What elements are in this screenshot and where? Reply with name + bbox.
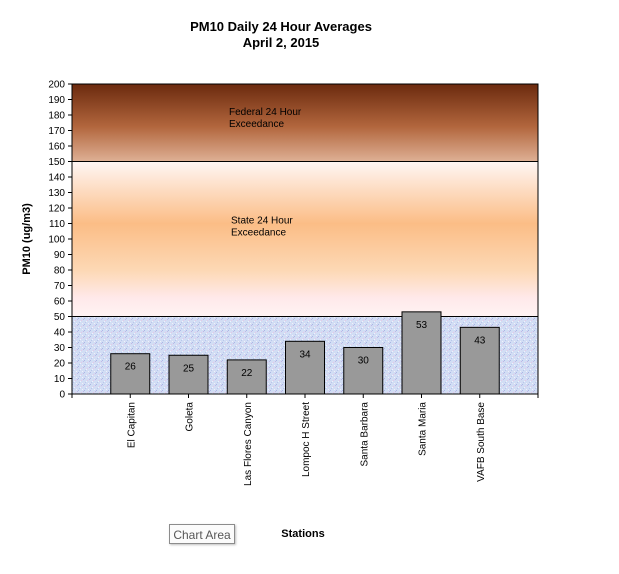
y-tick-label: 130 xyxy=(48,188,65,199)
y-tick-label: 40 xyxy=(54,328,66,339)
band-1 xyxy=(72,161,538,317)
band-label-1-1: Exceedance xyxy=(231,228,286,239)
bar xyxy=(343,347,384,395)
y-tick-label: 120 xyxy=(48,204,65,215)
chart-area-tooltip: Chart Area xyxy=(169,524,235,544)
y-axis: 0 10 20 30 40 50 60 70 80 90 100 110 120 130 140 150 160… xyxy=(21,80,73,401)
category-label: Lompoc H Street xyxy=(301,402,312,477)
bar xyxy=(226,359,267,395)
band-label-1-0: State 24 Hour xyxy=(231,216,293,227)
y-tick-label: 110 xyxy=(49,219,65,230)
data-label: 43 xyxy=(474,335,486,346)
category-label: Goleta xyxy=(185,402,196,432)
y-tick-label: 30 xyxy=(54,343,66,354)
y-tick-label: 100 xyxy=(48,235,65,246)
category-label: Las Flores Canyon xyxy=(243,402,254,486)
x-axis: El Capitan Goleta Las Flores Canyon Lompoc … xyxy=(71,393,539,486)
category-label: El Capitan xyxy=(126,402,137,448)
data-label: 25 xyxy=(183,363,195,374)
category-label: VAFB South Base xyxy=(476,402,487,482)
bars: 26 25 22 34 30 53 43 xyxy=(110,311,500,395)
y-tick-label: 0 xyxy=(59,390,65,401)
bar xyxy=(285,340,325,395)
chart-subtitle: April 2, 2015 xyxy=(242,35,320,50)
chart-title: PM10 Daily 24 Hour Averages xyxy=(190,19,372,34)
y-tick-label: 190 xyxy=(48,95,65,106)
category-label: Santa Maria xyxy=(418,402,429,456)
band-0 xyxy=(72,84,538,162)
y-tick-label: 70 xyxy=(54,281,66,292)
data-label: 22 xyxy=(241,368,253,379)
y-tick-label: 80 xyxy=(54,266,66,277)
y-tick-label: 170 xyxy=(48,126,65,137)
bar xyxy=(110,353,151,395)
y-tick-label: 90 xyxy=(54,250,66,261)
y-tick-label: 60 xyxy=(54,297,66,308)
y-tick-label: 200 xyxy=(48,80,65,91)
category-label: Santa Barbara xyxy=(359,402,370,467)
y-axis-label: PM10 (ug/m3) xyxy=(21,203,33,275)
y-tick-label: 20 xyxy=(54,359,66,370)
x-axis-label: Stations xyxy=(281,528,325,540)
y-tick-label: 50 xyxy=(54,312,66,323)
y-tick-label: 160 xyxy=(48,142,65,153)
bar xyxy=(459,326,500,395)
bar xyxy=(401,311,442,395)
y-tick-label: 10 xyxy=(54,374,66,385)
bar xyxy=(168,354,209,395)
data-label: 34 xyxy=(299,349,311,360)
band-label-0-0: Federal 24 Hour xyxy=(229,107,302,118)
y-tick-label: 150 xyxy=(48,157,65,168)
data-label: 26 xyxy=(125,362,137,373)
y-tick-label: 180 xyxy=(48,111,65,122)
band-label-0-1: Exceedance xyxy=(229,119,284,130)
y-tick-label: 140 xyxy=(48,173,65,184)
data-label: 30 xyxy=(358,356,370,367)
data-label: 53 xyxy=(416,320,428,331)
